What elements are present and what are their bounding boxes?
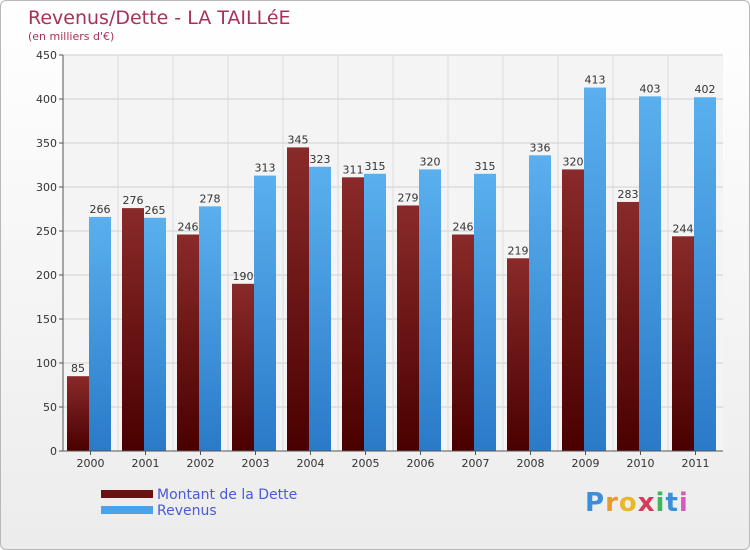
bar-dette-2007 xyxy=(452,234,474,451)
chart-subtitle: (en milliers d'€) xyxy=(28,30,115,43)
bar-dette-2011 xyxy=(672,236,694,451)
legend-label-dette: Montant de la Dette xyxy=(157,487,298,503)
logo-letter: t xyxy=(665,488,679,518)
data-label-dette-2005: 311 xyxy=(343,163,364,176)
axes: 0 50 100 150 200 250 300 350 400 450 2000 2001 2002 2… xyxy=(36,49,723,470)
bar-revenus-2000 xyxy=(89,216,111,451)
y-tick-label: 200 xyxy=(36,269,57,282)
proxiti-logo: Proxiti xyxy=(585,488,689,518)
bar-revenus-2003 xyxy=(254,175,276,451)
grid-lines xyxy=(63,54,723,452)
x-tick-label: 2009 xyxy=(572,457,600,470)
bar-dette-2005 xyxy=(342,177,364,451)
bar-revenus-2010 xyxy=(639,96,661,452)
data-label-revenus-2002: 278 xyxy=(200,192,221,205)
y-tick-label: 150 xyxy=(36,313,57,326)
y-tick-label: 250 xyxy=(36,225,57,238)
bar-revenus-2008 xyxy=(529,155,551,451)
bar-dette-2006 xyxy=(397,205,419,451)
data-label-dette-2001: 276 xyxy=(123,194,144,207)
legend-swatch-revenus xyxy=(101,506,153,514)
x-tick-label: 2007 xyxy=(462,457,490,470)
bar-dette-2003 xyxy=(232,283,254,451)
x-tick-label: 2005 xyxy=(352,457,380,470)
bar-revenus-2007 xyxy=(474,173,496,452)
y-tick-label: 100 xyxy=(36,357,57,370)
bar-dette-2010 xyxy=(617,201,639,451)
bars xyxy=(67,87,716,452)
data-label-revenus-2001: 265 xyxy=(145,204,166,217)
bar-dette-2002 xyxy=(177,234,199,451)
y-tick-label: 450 xyxy=(36,49,57,62)
data-label-revenus-2003: 313 xyxy=(255,162,276,175)
bar-dette-2004 xyxy=(287,147,309,451)
y-tick-label: 350 xyxy=(36,137,57,150)
x-tick-label: 2000 xyxy=(77,457,105,470)
bar-revenus-2011 xyxy=(694,97,716,452)
logo-letter: i xyxy=(678,488,689,518)
bar-revenus-2006 xyxy=(419,169,441,451)
data-label-revenus-2005: 315 xyxy=(365,160,386,173)
bar-revenus-2005 xyxy=(364,173,386,452)
x-tick-label: 2003 xyxy=(242,457,270,470)
data-label-dette-2004: 345 xyxy=(288,133,309,146)
data-label-revenus-2011: 402 xyxy=(695,83,716,96)
y-tick-label: 0 xyxy=(50,445,57,458)
data-label-revenus-2009: 413 xyxy=(585,74,606,87)
data-label-revenus-2004: 323 xyxy=(310,153,331,166)
bar-revenus-2002 xyxy=(199,206,221,451)
bar-dette-2009 xyxy=(562,169,584,451)
logo-letter: o xyxy=(618,488,638,518)
data-label-revenus-2000: 266 xyxy=(90,203,111,216)
x-tick-label: 2002 xyxy=(187,457,215,470)
data-label-revenus-2007: 315 xyxy=(475,160,496,173)
legend-swatch-dette xyxy=(101,490,153,498)
logo-letter: P xyxy=(585,488,606,518)
bar-dette-2000 xyxy=(67,376,89,451)
data-label-dette-2000: 85 xyxy=(71,362,85,375)
bar-revenus-2009 xyxy=(584,87,606,451)
bar-revenus-2001 xyxy=(144,217,166,451)
chart-title: Revenus/Dette - LA TAILLéE xyxy=(28,7,291,29)
data-label-dette-2011: 244 xyxy=(673,222,694,235)
bar-revenus-2004 xyxy=(309,166,331,451)
data-label-revenus-2008: 336 xyxy=(530,141,551,154)
data-label-revenus-2006: 320 xyxy=(420,155,441,168)
x-tick-label: 2004 xyxy=(297,457,325,470)
bar-dette-2001 xyxy=(122,208,144,451)
logo-letter: r xyxy=(605,488,619,518)
data-label-dette-2010: 283 xyxy=(618,188,639,201)
data-label-dette-2009: 320 xyxy=(563,155,584,168)
data-label-revenus-2010: 403 xyxy=(640,82,661,95)
data-label-dette-2008: 219 xyxy=(508,244,529,257)
x-tick-label: 2008 xyxy=(517,457,545,470)
data-label-dette-2002: 246 xyxy=(178,221,199,234)
y-tick-label: 400 xyxy=(36,93,57,106)
x-tick-label: 2010 xyxy=(627,457,655,470)
logo-letter: x xyxy=(637,488,656,518)
data-label-dette-2003: 190 xyxy=(233,270,254,283)
data-label-dette-2006: 279 xyxy=(398,191,419,204)
x-tick-label: 2011 xyxy=(682,457,710,470)
logo-letter: i xyxy=(655,488,666,518)
y-tick-label: 300 xyxy=(36,181,57,194)
x-tick-label: 2001 xyxy=(132,457,160,470)
bar-dette-2008 xyxy=(507,258,529,451)
legend-label-revenus: Revenus xyxy=(157,503,217,519)
x-tick-label: 2006 xyxy=(407,457,435,470)
y-tick-label: 50 xyxy=(43,401,57,414)
data-label-dette-2007: 246 xyxy=(453,221,474,234)
